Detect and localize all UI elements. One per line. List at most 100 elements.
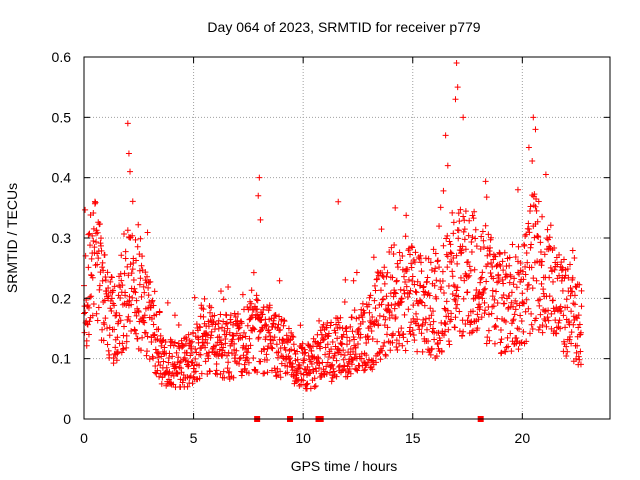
data-point — [120, 345, 127, 352]
data-point — [244, 322, 251, 329]
data-point — [419, 299, 426, 306]
data-point — [520, 300, 527, 307]
data-point — [296, 365, 303, 372]
data-point — [119, 282, 126, 289]
data-point — [327, 322, 334, 329]
data-point — [166, 368, 173, 375]
data-point — [280, 317, 287, 324]
data-point — [493, 324, 500, 331]
data-point — [337, 314, 344, 321]
data-point — [217, 337, 224, 344]
data-point — [197, 324, 204, 331]
data-point — [158, 380, 165, 387]
data-point — [99, 277, 106, 284]
data-point — [548, 310, 555, 317]
data-point — [425, 255, 432, 262]
data-point — [403, 283, 410, 290]
data-point — [269, 345, 276, 352]
data-point — [290, 333, 297, 340]
data-point — [556, 317, 563, 324]
data-point — [156, 308, 163, 315]
data-point — [137, 347, 144, 354]
data-point — [380, 343, 387, 350]
data-point — [341, 362, 348, 369]
data-point — [108, 295, 115, 302]
data-point — [427, 305, 434, 312]
data-point — [82, 206, 89, 213]
data-point — [425, 338, 432, 345]
data-point — [516, 271, 523, 278]
data-point — [157, 332, 164, 339]
data-point — [484, 252, 491, 259]
data-point — [525, 144, 532, 151]
data-point — [266, 329, 273, 336]
data-point — [388, 302, 395, 309]
data-point — [328, 378, 335, 385]
data-point — [369, 313, 376, 320]
data-point — [379, 272, 386, 279]
y-tick-label: 0.2 — [52, 290, 72, 306]
data-point — [280, 322, 287, 329]
data-point — [453, 60, 460, 67]
data-point — [278, 360, 285, 367]
data-point — [110, 287, 117, 294]
data-point — [371, 321, 378, 328]
data-point — [398, 325, 405, 332]
data-point — [126, 293, 133, 300]
data-point — [236, 355, 243, 362]
data-point — [91, 249, 98, 256]
data-point — [395, 328, 402, 335]
data-point — [457, 274, 464, 281]
data-point — [339, 340, 346, 347]
data-point — [527, 330, 534, 337]
data-point — [159, 337, 166, 344]
data-point — [136, 267, 143, 274]
data-point — [374, 338, 381, 345]
data-point — [207, 309, 214, 316]
data-point — [85, 304, 92, 311]
data-point — [550, 297, 557, 304]
data-point — [249, 312, 256, 319]
data-point — [576, 281, 583, 288]
data-point — [569, 247, 576, 254]
data-point — [453, 287, 460, 294]
data-point — [488, 260, 495, 267]
data-point — [533, 195, 540, 202]
data-point — [571, 292, 578, 299]
data-point — [127, 168, 134, 175]
data-point — [250, 354, 257, 361]
data-point — [444, 264, 451, 271]
data-point — [368, 328, 375, 335]
data-point — [461, 226, 468, 233]
data-point — [89, 274, 96, 281]
data-point — [449, 290, 456, 297]
data-point — [534, 232, 541, 239]
data-point — [91, 244, 98, 251]
data-point — [496, 249, 503, 256]
data-point — [150, 302, 157, 309]
data-point — [443, 298, 450, 305]
data-point — [523, 250, 530, 257]
data-point — [548, 268, 555, 275]
data-point — [515, 346, 522, 353]
data-point — [478, 314, 485, 321]
data-point — [421, 302, 428, 309]
data-point — [137, 275, 144, 282]
data-point — [446, 238, 453, 245]
data-point — [207, 368, 214, 375]
data-point — [128, 301, 135, 308]
data-point — [354, 367, 361, 374]
data-point — [388, 244, 395, 251]
data-point — [333, 373, 340, 380]
data-point — [396, 249, 403, 256]
data-point — [430, 308, 437, 315]
data-point — [270, 320, 277, 327]
data-point — [535, 233, 542, 240]
data-point — [416, 326, 423, 333]
data-point — [510, 303, 517, 310]
data-point — [106, 351, 113, 358]
data-point — [551, 308, 558, 315]
data-point — [359, 318, 366, 325]
data-point — [90, 237, 97, 244]
data-point — [268, 344, 275, 351]
